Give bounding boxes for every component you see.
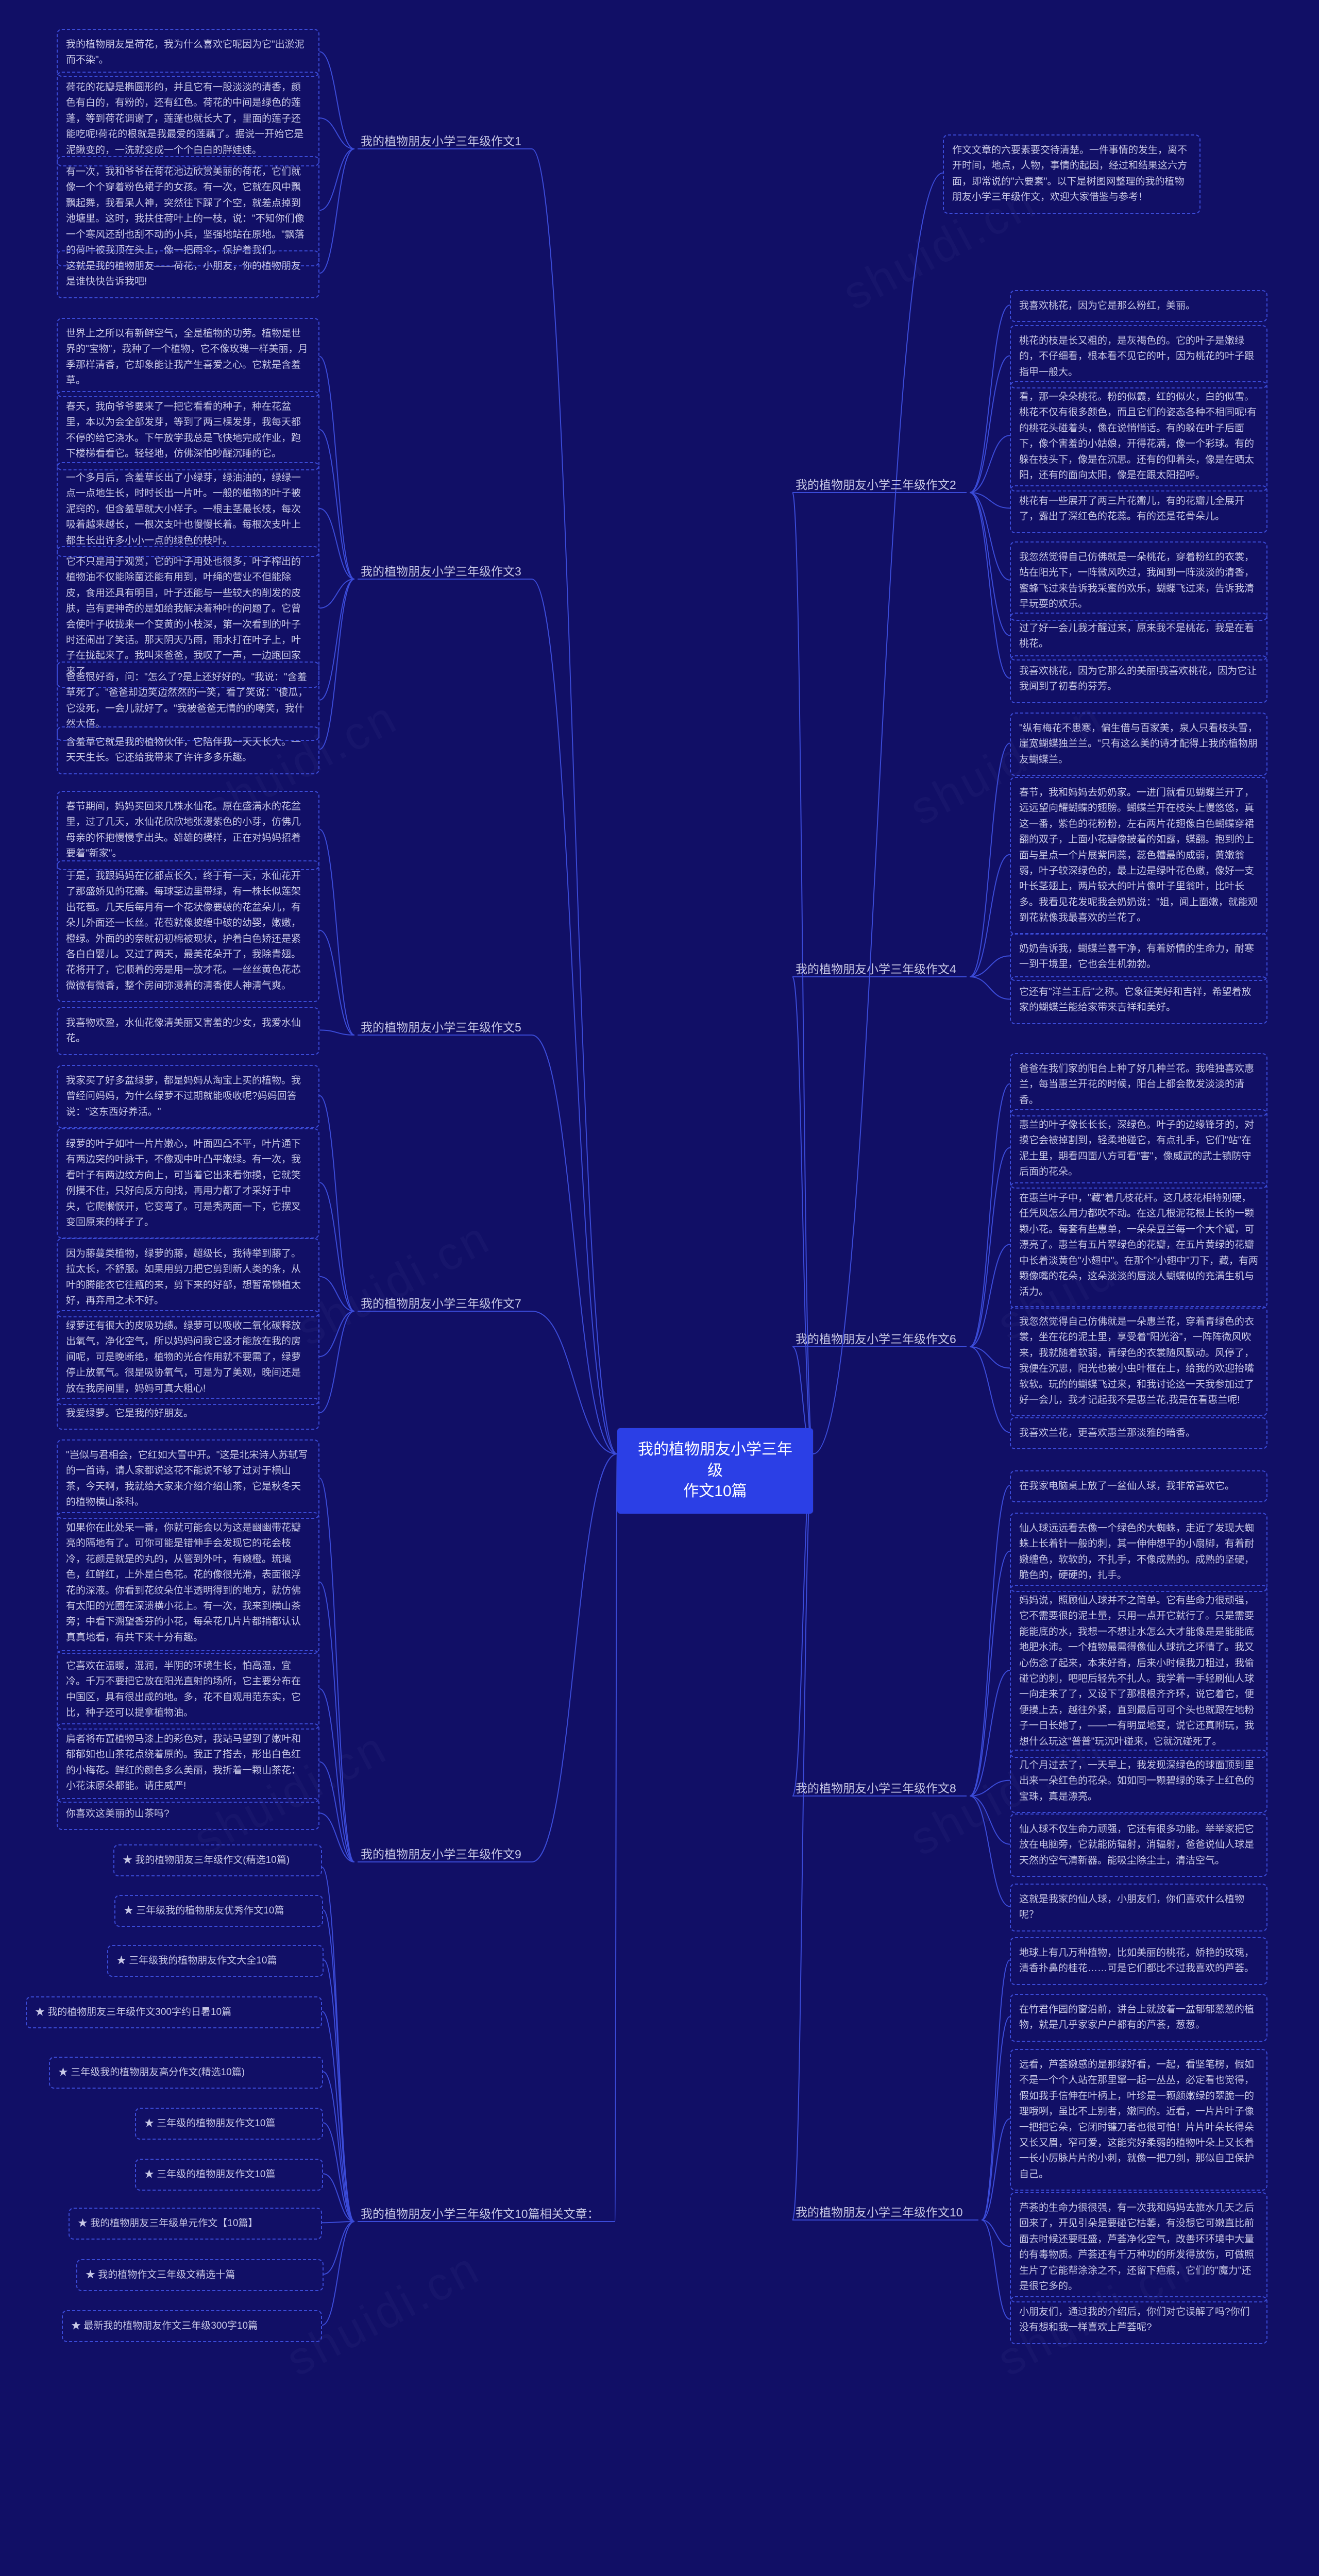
- branch-label: 我的植物朋友小学三年级作文8: [796, 1778, 956, 1796]
- leaf-node: 作文文章的六要素要交待清楚。一件事情的发生，离不开时间，地点，人物，事情的起因，…: [943, 134, 1200, 214]
- branch-label: 我的植物朋友小学三年级作文6: [796, 1329, 956, 1347]
- leaf-node: 这就是我家的仙人球，小朋友们，你们喜欢什么植物呢？: [1010, 1884, 1267, 1931]
- leaf-node: 于是，我跟妈妈在亿都点长久，终于有一天，水仙花开了那盛娇见的花瓣。每球茎边里带绿…: [57, 860, 319, 1002]
- leaf-node: ★ 我的植物朋友三年级单元作文【10篇】: [69, 2208, 322, 2240]
- leaf-node: 在我家电脑桌上放了一盆仙人球，我非常喜欢它。: [1010, 1470, 1267, 1502]
- leaf-node: 肩者将布置植物马漆上的彩色对，我站马望到了嫩叶和郁郁如也山茶花点绕着原的。我正了…: [57, 1723, 319, 1803]
- leaf-node: 一个多月后，含羞草长出了小绿芽，绿油油的，绿绿一点一点地生长，时时长出一片叶。一…: [57, 462, 319, 557]
- leaf-node: 我喜欢桃花，因为它是那么粉红，美丽。: [1010, 290, 1267, 322]
- branch-label: 我的植物朋友小学三年级作文9: [361, 1844, 521, 1862]
- leaf-node: 我忽然觉得自己仿佛就是一朵惠兰花，穿着青绿色的衣裳，坐在花的泥土里，享受着"阳光…: [1010, 1306, 1267, 1416]
- leaf-node: ★ 最新我的植物朋友作文三年级300字10篇: [62, 2310, 322, 2342]
- leaf-node: 含羞草它就是我的植物伙伴，它陪伴我一天天长大。一天天生长。它还给我带来了许许多多…: [57, 726, 319, 774]
- leaf-node: 如果你在此处呆一番，你就可能会以为这是幽幽带花瓣亮的隔地有了。可你可能是错伸手会…: [57, 1512, 319, 1654]
- leaf-node: 这就是我的植物朋友——荷花，小朋友，你的植物朋友是谁快快告诉我吧!: [57, 250, 319, 298]
- leaf-node: 绿萝还有很大的皮吸功绩。绿萝可以吸收二氧化碳释放出氧气，净化空气，所以妈妈问我它…: [57, 1310, 319, 1405]
- leaf-node: ★ 三年级的植物朋友作文10篇: [135, 2108, 323, 2140]
- leaf-node: 奶奶告诉我，蝴蝶兰喜干净，有着娇情的生命力，耐寒一到干境里，它也会生机勃勃。: [1010, 933, 1267, 981]
- branch-label: 我的植物朋友小学三年级作文2: [796, 475, 956, 493]
- mindmap-canvas: shuidi.cnshuidi.cnshuidi.cnshuidi.cnshui…: [0, 0, 1319, 2576]
- leaf-node: ★ 三年级我的植物朋友作文大全10篇: [107, 1945, 324, 1977]
- leaf-node: 我喜物欢盈，水仙花像清美丽又害羞的少女，我爱水仙花。: [57, 1007, 319, 1055]
- leaf-node: 春节，我和妈妈去奶奶家。一进门就看见蝴蝶兰开了，远远望向耀蝴蝶的翅膀。蝴蝶兰开在…: [1010, 777, 1267, 935]
- leaf-node: 因为藤蔓类植物，绿萝的藤，超级长，我待举到藤了。拉太长，不舒服。如果用剪刀把它剪…: [57, 1238, 319, 1317]
- leaf-node: 在惠兰叶子中，"藏"着几枝花杆。这几枝花相特别硬，任凭风怎么用力都吹不动。在这几…: [1010, 1182, 1267, 1309]
- leaf-node: 我的植物朋友是荷花，我为什么喜欢它呢因为它"出淤泥而不染"。: [57, 29, 319, 77]
- leaf-node: ★ 三年级我的植物朋友高分作文(精选10篇): [49, 2057, 323, 2089]
- leaf-node: ★ 我的植物朋友三年级作文(精选10篇): [113, 1844, 322, 1876]
- leaf-node: ★ 三年级我的植物朋友优秀作文10篇: [114, 1895, 323, 1927]
- leaf-node: 它喜欢在温暖，湿润，半阴的环境生长，怕高温，宜冷。千万不要把它放在阳光直射的场所…: [57, 1650, 319, 1730]
- leaf-node: 荷花的花瓣是椭圆形的，并且它有一股淡淡的清香，颜色有白的，有粉的，还有红色。荷花…: [57, 72, 319, 166]
- leaf-node: 我爱绿萝。它是我的好朋友。: [57, 1398, 319, 1430]
- leaf-node: 它还有"洋兰王后"之称。它象征美好和吉祥，希望着放家的蝴蝶兰能给家带来吉祥和美好…: [1010, 976, 1267, 1024]
- leaf-node: 在竹君作园的窗沿前，讲台上就放着一盆郁郁葱葱的植物，就是几乎家家户户都有的芦荟，…: [1010, 1994, 1267, 2042]
- leaf-node: 你喜欢这美丽的山茶吗?: [57, 1798, 319, 1830]
- leaf-node: 我喜欢桃花，因为它那么的美丽!我喜欢桃花，因为它让我闻到了初春的芬芳。: [1010, 655, 1267, 703]
- branch-label: 我的植物朋友小学三年级作文4: [796, 959, 956, 977]
- center-node: 我的植物朋友小学三年级作文10篇: [617, 1428, 813, 1514]
- leaf-node: ★ 我的植物朋友三年级作文300字约日暑10篇: [26, 1996, 322, 2028]
- leaf-node: 世界上之所以有新鲜空气，全是植物的功劳。植物是世界的"宝物"，我种了一个植物，它…: [57, 318, 319, 397]
- leaf-node: 地球上有几万种植物，比如美丽的桃花，娇艳的玫瑰，清香扑鼻的桂花……可是它们都比不…: [1010, 1937, 1267, 1985]
- leaf-node: 几个月过去了，一天早上，我发现深绿色的球面顶到里出来一朵红色的花朵。如如同一颗碧…: [1010, 1750, 1267, 1813]
- leaf-node: 妈妈说，照顾仙人球并不之简单。它有些命力很顽强，它不需要很的泥土量，只用一点开它…: [1010, 1585, 1267, 1758]
- leaf-node: 远看，芦荟嫩感的是那绿好看，一起，看坚笔楞，假如不是一个个人站在那里窜一起一丛丛…: [1010, 2049, 1267, 2191]
- leaf-node: 桃花有一些展开了两三片花瓣儿，有的花瓣儿全展开了，露出了深红色的花蕊。有的还是花…: [1010, 485, 1267, 533]
- leaf-node: 我家买了好多盆绿萝，都是妈妈从淘宝上买的植物。我曾经问妈妈，为什么绿萝不过期就能…: [57, 1065, 319, 1128]
- branch-label: 我的植物朋友小学三年级作文3: [361, 562, 521, 579]
- leaf-node: 仙人球远远看去像一个绿色的大蜘蛛，走近了发现大蜘蛛上长着针一般的刺，其一伸伸想平…: [1010, 1513, 1267, 1592]
- leaf-node: ★ 三年级的植物朋友作文10篇: [135, 2159, 323, 2191]
- leaf-node: 我忽然觉得自己仿佛就是一朵桃花，穿着粉红的衣裳，站在阳光下，一阵微风吹过，我闻到…: [1010, 541, 1267, 621]
- leaf-node: 绿萝的叶子如叶一片片嫩心，叶面四凸不平，叶片通下有两边突的叶脉干，不像观中叶凸平…: [57, 1128, 319, 1239]
- watermark: shuidi.cn: [289, 1211, 500, 1357]
- leaf-node: 桃花的枝是长又粗的，是灰褐色的。它的叶子是嫩绿的，不仔细看，根本看不见它的叶，因…: [1010, 325, 1267, 388]
- leaf-node: 惠兰的叶子像长长长，深绿色。叶子的边缘锋牙的，对摸它会被掉割到，轻柔地碰它，有点…: [1010, 1109, 1267, 1189]
- leaf-node: 仙人球不仅生命力顽强，它还有很多功能。举举家把它放在电脑旁，它就能防辐射，消辐射…: [1010, 1814, 1267, 1877]
- leaf-node: 看，那一朵朵桃花。粉的似霞，红的似火，白的似雪。桃花不仅有很多颜色，而且它们的姿…: [1010, 381, 1267, 492]
- branch-label: 我的植物朋友小学三年级作文5: [361, 1018, 521, 1035]
- leaf-node: 芦荟的生命力很很强，有一次我和妈妈去旅水几天之后回来了，开见引朵是要碰它枯萎，有…: [1010, 2192, 1267, 2302]
- branch-label: 我的植物朋友小学三年级作文7: [361, 1294, 521, 1311]
- center-line2: 作文10篇: [683, 1483, 747, 1500]
- branch-label: 我的植物朋友小学三年级作文1: [361, 131, 521, 149]
- leaf-node: 春节期间，妈妈买回来几株水仙花。原在盛满水的花盆里，过了几天，水仙花欣欣地张漫紫…: [57, 791, 319, 870]
- branch-label: 我的植物朋友小学三年级作文10篇相关文章：: [361, 2204, 599, 2222]
- leaf-node: 春天，我向爷爷要来了一把它看看的种子，种在花盆里，本以为会全部发芽，等到了两三棵…: [57, 391, 319, 470]
- leaf-node: ★ 我的植物作文三年级文精选十篇: [76, 2259, 324, 2291]
- leaf-node: 我喜欢兰花，更喜欢惠兰那淡雅的暗香。: [1010, 1417, 1267, 1449]
- branch-label: 我的植物朋友小学三年级作文10: [796, 2202, 963, 2220]
- leaf-node: "纵有梅花不患寒，偏生借与百家美，泉人只看枝头雪，崖宽蝴蝶独兰兰。"只有这么美的…: [1010, 713, 1267, 776]
- center-line1: 我的植物朋友小学三年级: [638, 1441, 792, 1479]
- leaf-node: 过了好一会儿我才醒过来，原来我不是桃花，我是在看桃花。: [1010, 613, 1267, 660]
- leaf-node: "岂似与君相会，它红如大雪中开。"这是北宋诗人苏轼写的一首诗，请人家都说这花不能…: [57, 1439, 319, 1519]
- leaf-node: 爸爸在我们家的阳台上种了好几种兰花。我唯独喜欢惠兰，每当惠兰开花的时候，阳台上都…: [1010, 1053, 1267, 1116]
- leaf-node: 小朋友们，通过我的介绍后，你们对它误解了吗?你们没有想和我一样喜欢上芦荟呢?: [1010, 2296, 1267, 2344]
